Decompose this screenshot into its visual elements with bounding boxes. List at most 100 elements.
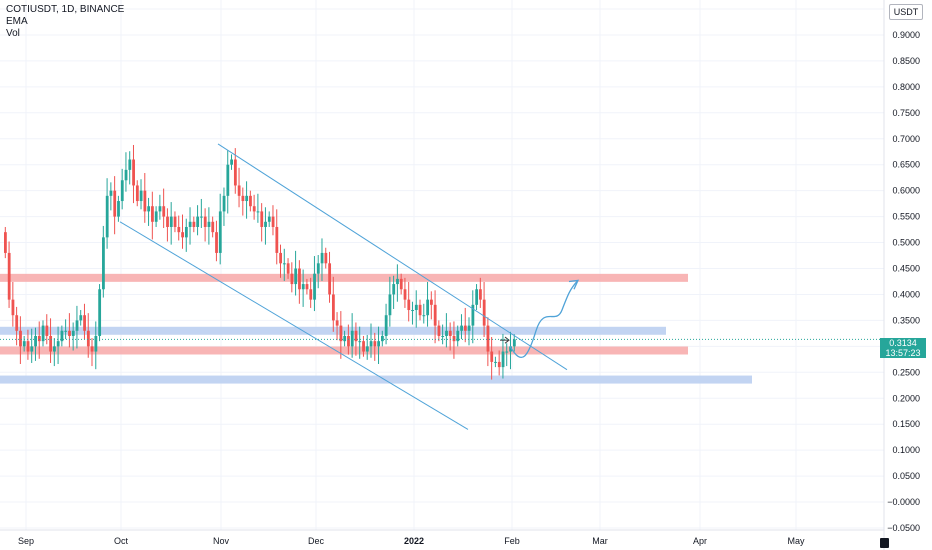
- candle-body: [154, 211, 158, 222]
- time-tick-label: 2022: [404, 536, 424, 546]
- candle-body: [414, 304, 418, 311]
- price-axis[interactable]: 0.95000.90000.85000.80000.75000.70000.65…: [883, 0, 920, 550]
- candle-body: [192, 221, 196, 227]
- support-zone: [0, 375, 752, 384]
- price-tick-label: 0.3500: [892, 315, 920, 325]
- candle-body: [358, 341, 362, 343]
- candle-body: [343, 335, 347, 342]
- candle-body: [512, 339, 516, 347]
- channel-lower-line: [119, 221, 469, 430]
- price-tick-label: 0.2500: [892, 367, 920, 377]
- candle-body: [60, 330, 64, 342]
- candle-body: [249, 195, 252, 207]
- candle-body: [362, 341, 365, 352]
- candle-body: [90, 346, 94, 352]
- candle-body: [22, 341, 26, 347]
- candle-body: [151, 206, 154, 222]
- candle-body: [411, 310, 414, 312]
- price-tick-label: 0.2000: [892, 393, 920, 403]
- candle-body: [147, 206, 151, 212]
- chart-grid: [0, 0, 884, 530]
- candle-body: [448, 330, 452, 336]
- candle-body: [316, 263, 320, 274]
- candle-body: [26, 341, 30, 352]
- candle-body: [452, 335, 456, 342]
- candle-body: [230, 159, 233, 165]
- candle-body: [211, 221, 215, 233]
- time-tick-label: Oct: [114, 536, 129, 546]
- candle-body: [222, 195, 226, 212]
- candle-body: [441, 335, 445, 337]
- chart-legend: COTIUSDT, 1D, BINANCE EMA Vol: [6, 4, 124, 40]
- price-tick-label: 0.8000: [892, 82, 920, 92]
- small-arrow-icon: [500, 336, 510, 344]
- candle-body: [68, 330, 71, 336]
- candle-body: [75, 320, 79, 331]
- candle-body: [418, 304, 422, 316]
- candle-body: [377, 341, 381, 347]
- candle-body: [117, 201, 120, 217]
- candle-body: [135, 185, 139, 202]
- candle-body: [7, 252, 11, 300]
- candle-body: [98, 289, 102, 336]
- candle-body: [128, 159, 132, 170]
- candle-body: [267, 216, 271, 222]
- candle-body: [335, 320, 339, 326]
- candle-body: [143, 190, 147, 212]
- price-tick-label: 0.5500: [892, 212, 920, 222]
- price-tick-label: 0.9000: [892, 30, 920, 40]
- price-tick-label: 0.0500: [892, 471, 920, 481]
- bar-countdown: 13:57:23: [885, 348, 921, 358]
- volume-indicator-label[interactable]: Vol: [6, 28, 20, 39]
- candle-body: [79, 315, 83, 321]
- candle-body: [290, 273, 294, 285]
- candle-body: [109, 190, 113, 196]
- tradingview-logo-icon[interactable]: [880, 538, 889, 548]
- candle-body: [407, 299, 411, 311]
- candle-body: [184, 226, 188, 238]
- price-tick-label: 0.5000: [892, 238, 920, 248]
- candle-body: [396, 278, 399, 285]
- candle-body: [320, 252, 324, 264]
- price-tick-label: 0.4500: [892, 264, 920, 274]
- price-tick-label: −0.0500: [887, 523, 920, 533]
- time-axis[interactable]: Sep Oct Nov Dec 2022 Feb Mar Apr May: [0, 529, 884, 546]
- candle-body: [271, 216, 275, 227]
- symbol-label[interactable]: COTIUSDT, 1D, BINANCE: [6, 4, 125, 15]
- candle-body: [339, 325, 343, 342]
- candle-body: [113, 190, 117, 217]
- candle-body: [282, 263, 286, 265]
- price-tick-label: 0.8500: [892, 56, 920, 66]
- candle-body: [71, 330, 75, 336]
- candle-body: [475, 289, 479, 305]
- support-zone: [0, 346, 688, 355]
- candle-body: [207, 221, 211, 227]
- last-price-value: 0.3134: [889, 338, 917, 348]
- candle-body: [162, 206, 166, 217]
- candle-body: [102, 237, 105, 290]
- candle-body: [509, 346, 512, 352]
- candle-body: [11, 299, 15, 316]
- candle-body: [437, 325, 441, 336]
- candle-body: [264, 221, 267, 227]
- candle-body: [64, 330, 68, 332]
- candle-body: [196, 216, 200, 227]
- candle-body: [433, 304, 437, 326]
- candle-body: [53, 346, 56, 352]
- candle-body: [226, 164, 230, 196]
- candle-body: [456, 330, 460, 342]
- candle-body: [482, 299, 486, 326]
- candle-body: [305, 284, 309, 290]
- candle-body: [260, 211, 264, 227]
- currency-selector[interactable]: USDT: [889, 4, 923, 20]
- ema-indicator-label[interactable]: EMA: [6, 16, 28, 27]
- time-tick-label: May: [787, 536, 805, 546]
- price-tick-label: 0.6500: [892, 160, 920, 170]
- candle-body: [365, 346, 369, 352]
- candle-body: [350, 330, 354, 347]
- candle-body: [139, 190, 143, 202]
- price-tick-label: 0.1000: [892, 445, 920, 455]
- time-tick-label: Nov: [213, 536, 230, 546]
- candle-body: [275, 226, 279, 253]
